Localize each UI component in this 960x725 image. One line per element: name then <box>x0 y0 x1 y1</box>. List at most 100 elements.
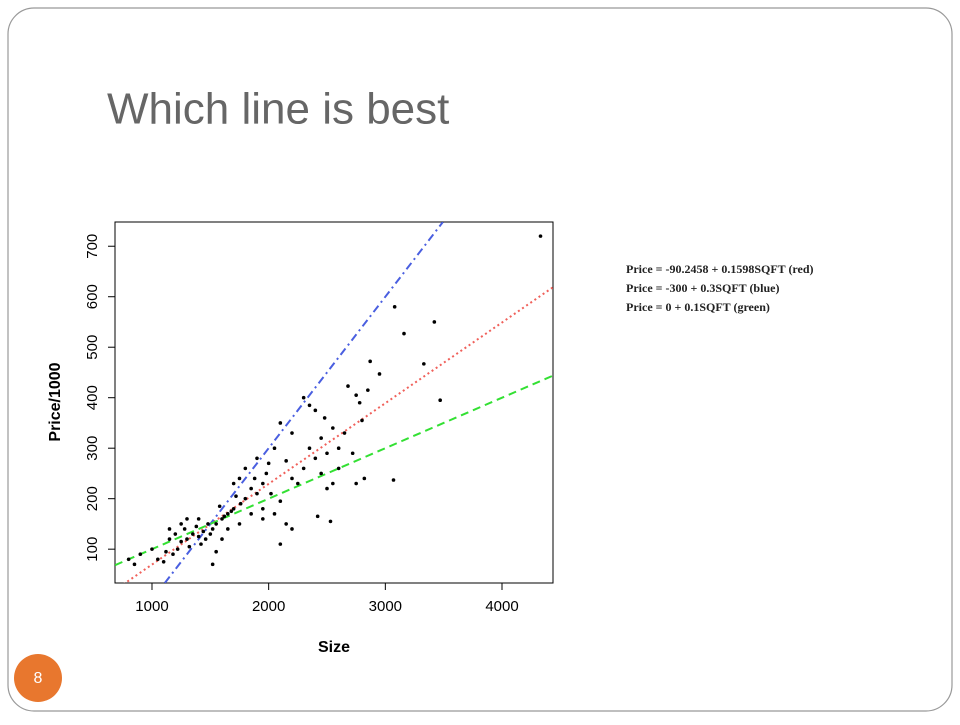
point <box>199 542 203 546</box>
point <box>179 522 183 526</box>
y-axis-label: Price/1000 <box>47 362 64 441</box>
point <box>319 436 323 440</box>
point <box>164 549 168 554</box>
point <box>196 517 201 521</box>
point <box>255 491 259 496</box>
slide-border <box>7 7 953 712</box>
point <box>249 486 253 491</box>
equation: Price = -90.2458 + 0.1598SQFT (red) <box>626 262 814 276</box>
point <box>243 496 248 501</box>
y-tick-label: 700 <box>84 234 101 259</box>
point <box>307 446 312 450</box>
point <box>194 524 199 529</box>
y-tick-label: 300 <box>84 436 101 461</box>
page-badge <box>14 654 62 702</box>
y-tick-label: 200 <box>84 486 101 511</box>
point <box>201 529 206 534</box>
point <box>422 362 426 366</box>
x-tick-label: 4000 <box>485 598 518 615</box>
point <box>126 557 131 562</box>
point <box>278 421 283 425</box>
slide-title: Which line is best <box>107 85 449 134</box>
point <box>391 478 396 482</box>
y-tick-label: 400 <box>84 385 101 410</box>
point <box>346 384 350 388</box>
point <box>331 426 335 430</box>
x-tick-label: 1000 <box>135 598 168 615</box>
point <box>182 527 187 531</box>
point <box>214 549 218 554</box>
point <box>261 506 265 511</box>
point <box>290 431 294 435</box>
fit-line <box>115 374 553 567</box>
point <box>231 506 236 511</box>
point <box>208 532 213 536</box>
point <box>284 522 288 526</box>
point <box>362 476 367 481</box>
point <box>331 481 335 486</box>
point <box>185 537 189 541</box>
point <box>342 431 347 435</box>
point <box>360 418 364 423</box>
point <box>301 395 306 400</box>
point <box>206 522 210 526</box>
point <box>161 559 166 564</box>
point <box>325 486 329 491</box>
point <box>150 547 154 551</box>
point <box>203 537 208 541</box>
plot-frame <box>114 221 554 584</box>
point <box>179 539 183 544</box>
point <box>366 388 370 392</box>
point <box>354 393 358 397</box>
point <box>392 305 397 309</box>
point <box>255 456 259 461</box>
point <box>243 466 248 471</box>
fit-line <box>123 286 553 583</box>
point <box>237 522 242 526</box>
point <box>132 562 137 567</box>
point <box>284 459 288 463</box>
point <box>301 466 306 471</box>
point <box>313 456 318 461</box>
x-tick-label: 2000 <box>252 598 285 615</box>
point <box>231 481 236 486</box>
point <box>377 372 382 376</box>
point <box>226 527 230 531</box>
point <box>269 491 273 496</box>
x-tick-label: 3000 <box>369 598 402 615</box>
point <box>210 562 215 567</box>
point <box>238 501 243 506</box>
point <box>350 451 355 456</box>
point <box>290 527 294 531</box>
point <box>325 451 329 456</box>
x-axis-label: Size <box>318 639 350 656</box>
point <box>234 494 238 498</box>
point <box>272 446 277 450</box>
point <box>226 512 230 516</box>
y-tick-label: 600 <box>84 284 101 309</box>
point <box>138 552 143 557</box>
point <box>313 408 318 413</box>
point <box>315 514 320 519</box>
point <box>328 519 333 524</box>
point <box>357 400 362 405</box>
point <box>229 509 234 514</box>
point <box>368 359 372 364</box>
point <box>278 542 283 546</box>
point <box>173 532 178 536</box>
point <box>438 398 442 403</box>
point <box>185 517 189 521</box>
point <box>252 476 257 481</box>
point <box>272 512 277 516</box>
point <box>249 512 253 516</box>
point <box>214 522 218 526</box>
point <box>171 552 175 557</box>
point <box>322 416 327 420</box>
point <box>336 446 341 450</box>
point <box>336 466 341 471</box>
point <box>432 320 437 324</box>
point <box>266 461 271 466</box>
equation: Price = -300 + 0.3SQFT (blue) <box>626 281 779 295</box>
